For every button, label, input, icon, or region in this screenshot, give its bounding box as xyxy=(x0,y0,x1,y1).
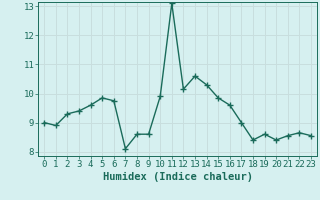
X-axis label: Humidex (Indice chaleur): Humidex (Indice chaleur) xyxy=(103,172,252,182)
